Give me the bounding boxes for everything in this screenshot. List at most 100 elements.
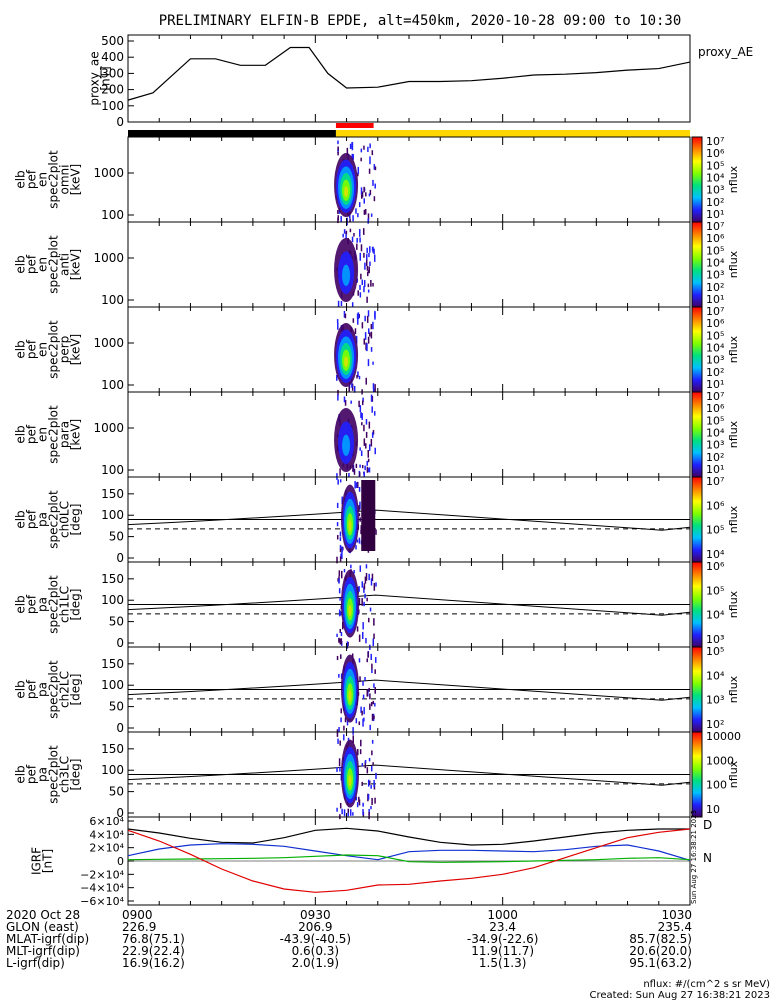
pa-panel-1-flux-speckle xyxy=(364,593,366,599)
pa-panel-3-flux-speckle xyxy=(368,757,371,762)
spec-panel-2-colorbar-scale xyxy=(691,306,703,393)
igrf-ytick-label: 0 xyxy=(117,855,124,868)
pa-panel-1-flux-speckle xyxy=(338,588,341,594)
spec-panel-0-ylabel-line: [keV] xyxy=(69,164,83,195)
pa-panel-1-flux-speckle xyxy=(375,582,377,587)
pa-panel-0-ytick-label: 0 xyxy=(116,551,124,565)
pa-panel-2-flux-speckle xyxy=(362,694,365,700)
pa-panel-1-flux-blob xyxy=(348,605,352,617)
pa-panel-1-ylabel-line: pa xyxy=(36,597,50,612)
pa-panel-3-flux-speckle xyxy=(361,762,364,767)
spec-panel-1-ylabel-line: pef xyxy=(25,254,39,274)
orbit-row-label: L-igrf(dip) xyxy=(6,956,65,970)
spec-panel-0-flux-speckle xyxy=(367,146,369,152)
pa-panel-1-ytick-label: 50 xyxy=(109,615,124,629)
spec-panel-3-flux-speckle xyxy=(360,412,362,419)
spec-panel-2-colorbar-tick: 10⁶ xyxy=(706,317,725,330)
pa-panel-0-flux-speckle xyxy=(336,534,339,540)
spec-panel-0-colorbar-label: nflux xyxy=(727,165,740,193)
spec-panel-3-colorbar-scale xyxy=(691,391,703,478)
spec-panel-0-flux-speckle xyxy=(337,146,339,152)
spec-panel-0-ylabel-line: omni xyxy=(58,165,72,195)
region-bar-yellow xyxy=(335,130,690,137)
pa-panel-0-flux-speckle xyxy=(341,496,343,505)
pa-panel-3-ytick-label: 50 xyxy=(109,785,124,799)
spec-panel-1-flux-speckle xyxy=(363,280,366,288)
pa-panel-3-flux-speckle xyxy=(339,766,341,772)
spec-panel-2-flux-speckle xyxy=(355,335,358,344)
spec-panel-2-flux-speckle xyxy=(366,315,369,323)
spec-panel-3-ylabel-line: pef xyxy=(25,424,39,444)
spec-panel-2-flux-speckle xyxy=(357,371,359,377)
pa-panel-2-flux-speckle xyxy=(374,687,376,694)
spec-panel-0-flux-speckle xyxy=(363,198,366,204)
pa-panel-0-colorbar: 10⁷ 10⁶ 10⁵ 10⁴ nflux xyxy=(691,475,740,563)
spec-panel-1-flux-speckle xyxy=(369,261,371,267)
spec-panel-0-flux-speckle xyxy=(369,143,371,149)
spec-panel-2-flux-speckle xyxy=(370,347,373,352)
pa-panel-0-flux-speckle xyxy=(340,553,342,559)
spec-panel-3-flux-speckle xyxy=(368,421,371,429)
pa-panel-1-colorbar-tick: 10⁴ xyxy=(706,609,725,622)
pa-panel-1-colorbar-tick: 10⁵ xyxy=(706,584,724,597)
pa-panel-1-ylabel-line: pef xyxy=(25,594,39,614)
spec-panel-1-flux-speckle xyxy=(351,236,354,243)
spec-panel-1-flux-speckle xyxy=(366,247,368,254)
spec-panel-3-flux-speckle xyxy=(367,458,370,463)
pa-panel-1-flux-speckle xyxy=(339,597,341,601)
spec-panel-0-flux-speckle xyxy=(351,153,354,160)
igrf-ylabel-line: [nT] xyxy=(41,849,55,873)
pa-panel-0-flux-speckle xyxy=(339,537,342,541)
spec-panel-1-flux-speckle xyxy=(356,243,358,250)
pa-panel-2-loss-cone-line xyxy=(127,679,691,701)
pa-panel-0-flux-speckle xyxy=(339,479,342,483)
pa-panel-2-flux-speckle xyxy=(367,651,369,658)
spec-panel-0-flux-speckle xyxy=(363,186,365,193)
pa-panel-3-flux-speckle xyxy=(341,808,343,815)
pa-panel-0-flux-speckle xyxy=(358,513,361,517)
pa-panel-2-flux-speckle xyxy=(336,655,339,661)
pa-panel-3-flux-speckle xyxy=(349,809,352,816)
pa-panel-2-flux-speckle xyxy=(362,718,364,727)
pa-panel-2-flux-speckle xyxy=(374,702,376,707)
spec-panel-2-flux-speckle xyxy=(372,388,375,392)
spec-panel-1-flux-speckle xyxy=(372,282,374,287)
pa-panel-2: elbpefpaspec2plotch2LC[deg]15010050010⁵1… xyxy=(14,645,740,737)
pa-panel-0-ylabel-line: spec2plot xyxy=(47,490,61,549)
spec-panel-2-colorbar-tick: 10³ xyxy=(706,354,724,367)
pa-panel-2-flux-speckle xyxy=(358,721,361,726)
spec-panel-1-flux-speckle xyxy=(349,228,352,233)
pa-panel-1-flux-speckle xyxy=(346,641,349,649)
spec-panel-1-ylabel-line: elb xyxy=(14,255,28,273)
igrf-ytick-label: −6×10⁴ xyxy=(80,895,124,908)
ae-ytick-label: 0 xyxy=(116,115,124,129)
pa-panel-2-flux-speckle xyxy=(369,693,371,700)
spec-panel-3-ytick-label: 1000 xyxy=(93,421,124,435)
pa-panel-1-flux-speckle xyxy=(362,631,364,639)
spec-panel-0-flux-speckle xyxy=(369,156,371,165)
spec-panel-1-flux-speckle xyxy=(367,270,370,274)
pa-panel-2-flux-speckle xyxy=(364,677,366,681)
spec-panel-2-flux-speckle xyxy=(372,361,374,365)
spec-panel-0-flux-speckle xyxy=(370,213,373,217)
spec-panel-1-colorbar-tick: 10⁶ xyxy=(706,232,725,245)
spec-panel-3-flux-speckle xyxy=(374,447,376,455)
pa-panel-3-ylabel-line: elb xyxy=(14,765,28,783)
spec-panel-2-flux-speckle xyxy=(365,377,367,385)
spec-panel-0-flux-speckle xyxy=(368,193,371,197)
pa-panel-2-flux-speckle xyxy=(371,669,373,674)
spec-panel-1-colorbar-tick: 10¹ xyxy=(706,293,724,306)
spec-panel-3-flux-speckle xyxy=(366,460,368,466)
pa-panel-0-colorbar-label: nflux xyxy=(727,505,740,533)
pa-panel-1-flux-speckle xyxy=(365,637,367,644)
igrf-ytick-label: 2×10⁴ xyxy=(89,842,124,855)
spec-panel-3-flux-blob xyxy=(342,434,351,457)
pa-panel-2-flux-speckle xyxy=(370,653,372,661)
spec-panel-0-flux-speckle xyxy=(363,209,366,215)
spec-panel-0-flux-speckle xyxy=(363,145,365,150)
